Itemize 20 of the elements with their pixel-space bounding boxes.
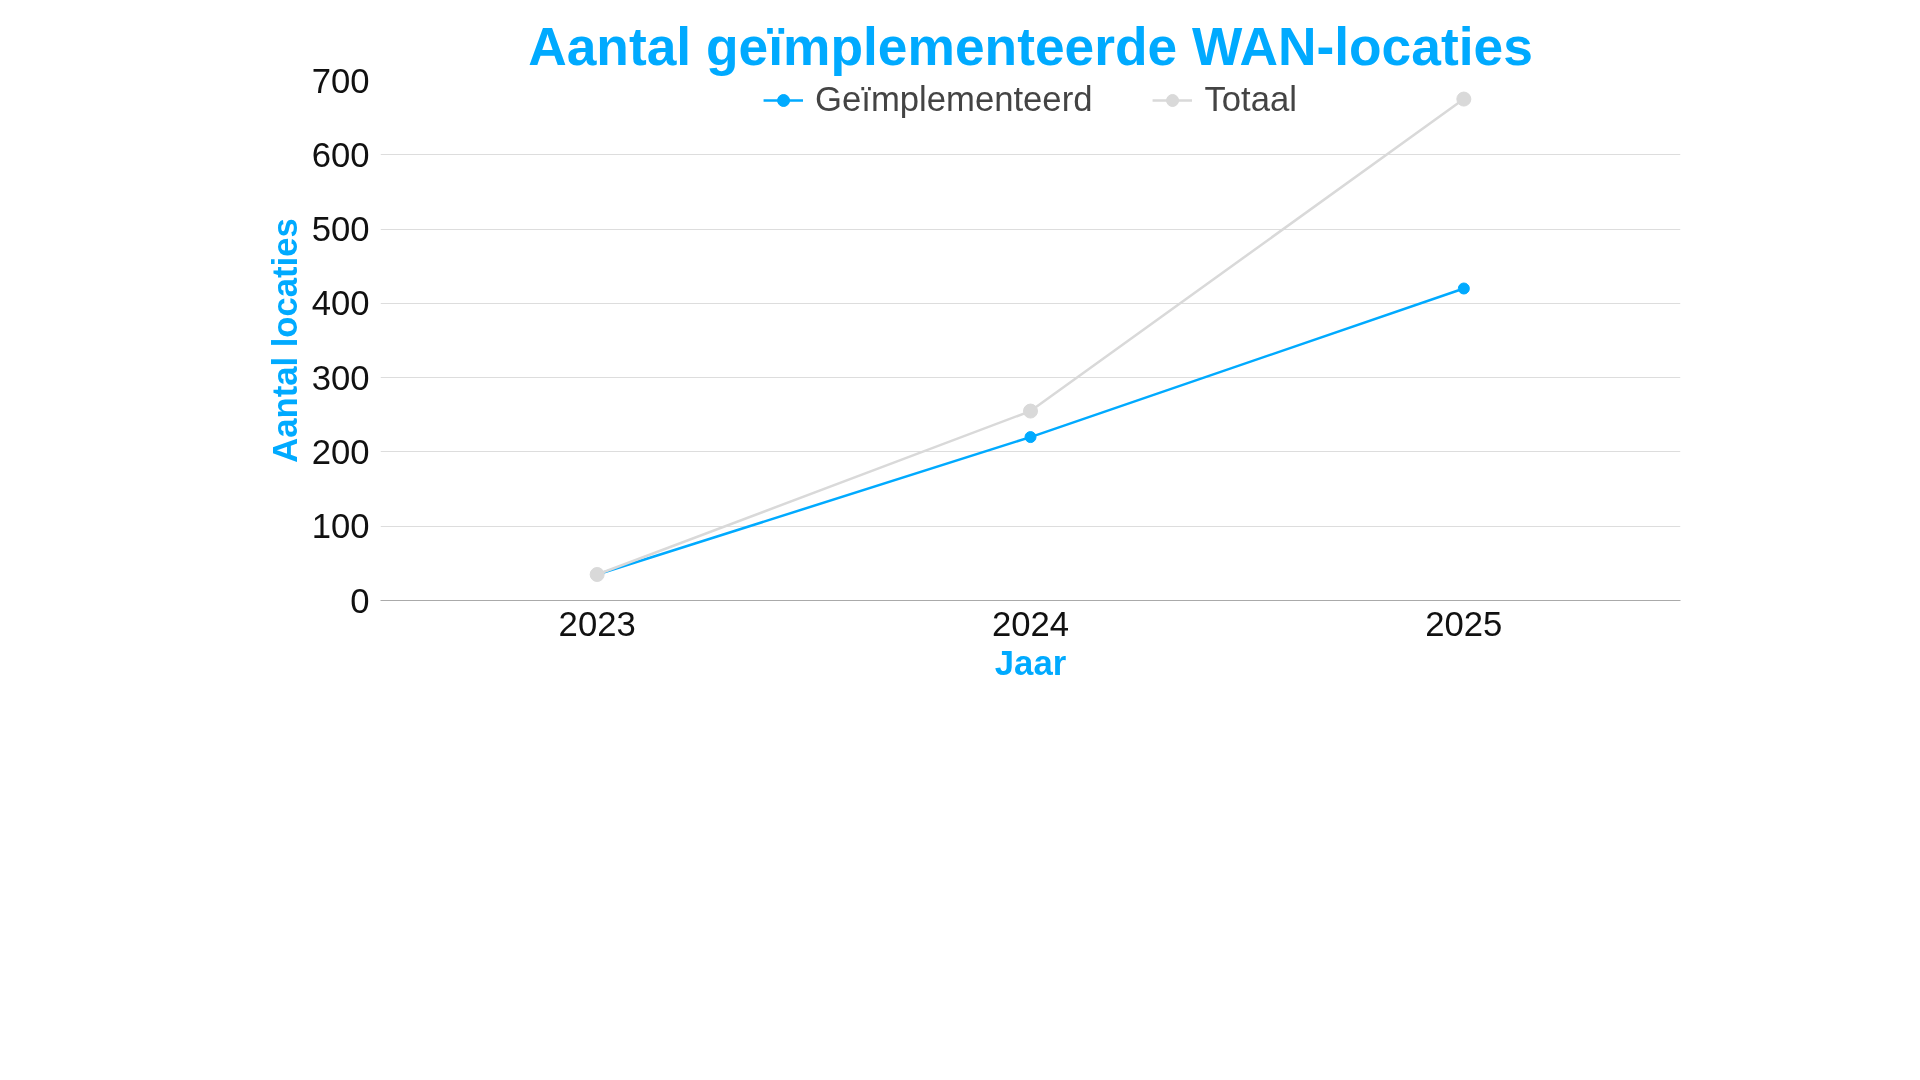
point <box>1023 403 1038 419</box>
point <box>1024 431 1037 444</box>
y-tick-label: 700 <box>311 61 370 100</box>
legend-label: Totaal <box>1204 80 1297 119</box>
y-axis-title: Aantal locaties <box>265 218 304 463</box>
x-tick-label: 2025 <box>1425 604 1503 643</box>
chart-title: Aantal geïmplementeerde WAN-locaties <box>528 16 1533 76</box>
legend-label: Geïmplementeerd <box>815 80 1093 119</box>
point <box>1457 282 1470 295</box>
y-tick-label: 0 <box>350 581 370 620</box>
x-tick-label: 2023 <box>558 604 636 643</box>
y-tick-label: 100 <box>311 507 370 546</box>
x-axis-title: Jaar <box>994 643 1067 682</box>
x-tick-label: 2024 <box>991 604 1070 643</box>
y-tick-label: 600 <box>311 135 370 174</box>
y-tick-label: 300 <box>311 358 370 397</box>
y-tick-label: 500 <box>311 210 370 249</box>
y-tick-label: 200 <box>311 432 370 471</box>
y-tick-label: 400 <box>311 284 370 323</box>
point <box>1456 91 1472 107</box>
